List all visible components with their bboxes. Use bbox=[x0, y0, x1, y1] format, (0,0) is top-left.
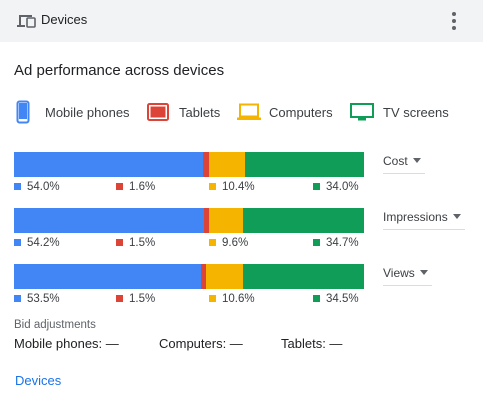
more-vert-icon[interactable] bbox=[444, 9, 464, 33]
legend-label: Mobile phones bbox=[45, 105, 130, 120]
data-label: 34.5% bbox=[313, 293, 359, 305]
data-label-text: 53.5% bbox=[27, 293, 60, 305]
legend-swatch bbox=[209, 183, 216, 190]
data-label: 54.0% bbox=[14, 181, 60, 193]
stacked-bar bbox=[14, 208, 364, 233]
chart-row-cost: 54.0% 1.6% 10.4% 34.0% Cost bbox=[14, 152, 483, 202]
legend-label: TV screens bbox=[383, 105, 449, 120]
bar-segment-mobile-phones[interactable] bbox=[14, 208, 204, 233]
bid-mobile-phones: Mobile phones: — bbox=[14, 336, 119, 351]
legend-swatch bbox=[14, 295, 21, 302]
stacked-bar bbox=[14, 264, 364, 289]
data-label-text: 1.5% bbox=[129, 293, 156, 305]
legend-swatch bbox=[116, 239, 123, 246]
metric-label: Cost bbox=[383, 154, 408, 168]
metric-label: Impressions bbox=[383, 210, 448, 224]
data-label-text: 9.6% bbox=[222, 237, 249, 249]
data-label: 10.4% bbox=[209, 181, 255, 193]
bar-segment-tv-screens[interactable] bbox=[242, 208, 364, 233]
data-label-text: 10.4% bbox=[222, 181, 255, 193]
metric-dropdown[interactable]: Views bbox=[383, 266, 432, 286]
data-label: 53.5% bbox=[14, 293, 60, 305]
tablet-icon bbox=[147, 103, 169, 121]
data-label-text: 34.7% bbox=[326, 237, 359, 249]
computer-icon bbox=[237, 103, 261, 120]
legend-label: Computers bbox=[269, 105, 333, 120]
data-label: 1.5% bbox=[116, 237, 155, 249]
data-label: 1.5% bbox=[116, 293, 155, 305]
bid-adjustments-label: Bid adjustments bbox=[14, 319, 96, 331]
data-label-text: 54.0% bbox=[27, 181, 60, 193]
data-label-text: 1.6% bbox=[129, 181, 156, 193]
data-label: 10.6% bbox=[209, 293, 255, 305]
data-label-text: 1.5% bbox=[129, 237, 156, 249]
data-label-text: 54.2% bbox=[27, 237, 60, 249]
legend-swatch bbox=[313, 183, 320, 190]
chart-row-views: 53.5% 1.5% 10.6% 34.5% Views bbox=[14, 264, 483, 314]
tv-screen-icon bbox=[350, 103, 374, 121]
metric-dropdown[interactable]: Impressions bbox=[383, 210, 465, 230]
metric-label: Views bbox=[383, 266, 415, 280]
legend-swatch bbox=[209, 295, 216, 302]
legend-swatch bbox=[116, 295, 123, 302]
legend-swatch bbox=[14, 239, 21, 246]
data-label: 34.7% bbox=[313, 237, 359, 249]
legend-swatch bbox=[313, 239, 320, 246]
legend-swatch bbox=[116, 183, 123, 190]
bar-segment-tv-screens[interactable] bbox=[243, 264, 364, 289]
chart-row-impressions: 54.2% 1.5% 9.6% 34.7% Impressions bbox=[14, 208, 483, 258]
card-title: Devices bbox=[41, 12, 88, 27]
legend-label: Tablets bbox=[179, 105, 221, 120]
devices-icon bbox=[17, 15, 36, 28]
chevron-down-icon bbox=[452, 214, 461, 219]
data-label: 1.6% bbox=[116, 181, 155, 193]
chevron-down-icon bbox=[419, 270, 428, 275]
data-label-text: 34.5% bbox=[326, 293, 359, 305]
bar-segment-tv-screens[interactable] bbox=[245, 152, 364, 177]
metric-dropdown[interactable]: Cost bbox=[383, 154, 425, 174]
mobile-phone-icon bbox=[16, 100, 30, 124]
legend-swatch bbox=[14, 183, 21, 190]
data-label: 54.2% bbox=[14, 237, 60, 249]
bar-segment-tablets[interactable] bbox=[201, 264, 207, 289]
devices-link[interactable]: Devices bbox=[15, 373, 62, 388]
legend-swatch bbox=[209, 239, 216, 246]
stacked-bar bbox=[14, 152, 364, 177]
section-title: Ad performance across devices bbox=[14, 62, 225, 79]
bid-computers: Computers: — bbox=[159, 336, 243, 351]
data-label: 9.6% bbox=[209, 237, 248, 249]
bar-segment-mobile-phones[interactable] bbox=[14, 264, 202, 289]
chevron-down-icon bbox=[412, 158, 421, 163]
bar-segment-tablets[interactable] bbox=[203, 152, 209, 177]
bar-segment-tablets[interactable] bbox=[203, 208, 209, 233]
bar-segment-computers[interactable] bbox=[208, 208, 243, 233]
bar-segment-computers[interactable] bbox=[206, 264, 244, 289]
data-label-text: 10.6% bbox=[222, 293, 255, 305]
bid-tablets: Tablets: — bbox=[281, 336, 343, 351]
bar-segment-computers[interactable] bbox=[208, 152, 245, 177]
card-header: Devices bbox=[0, 0, 483, 42]
legend-swatch bbox=[313, 295, 320, 302]
data-label-text: 34.0% bbox=[326, 181, 359, 193]
data-label: 34.0% bbox=[313, 181, 359, 193]
bar-segment-mobile-phones[interactable] bbox=[14, 152, 203, 177]
